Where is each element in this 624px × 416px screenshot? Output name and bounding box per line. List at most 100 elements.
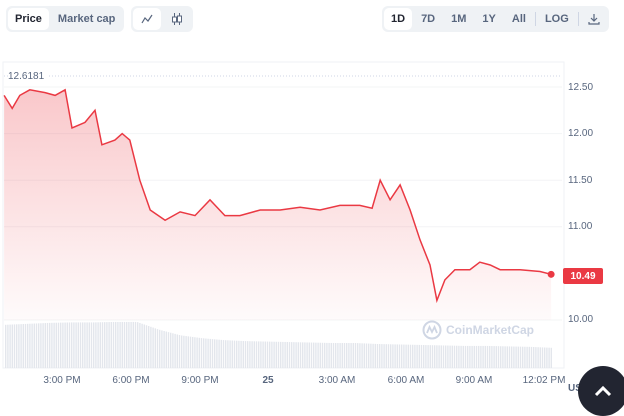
volume-bar bbox=[308, 342, 310, 368]
volume-bar bbox=[515, 346, 517, 368]
volume-bar bbox=[469, 345, 471, 368]
volume-bar bbox=[423, 345, 425, 368]
volume-bar bbox=[159, 329, 161, 368]
volume-bar bbox=[251, 341, 253, 368]
volume-bar bbox=[156, 329, 159, 368]
volume-bar bbox=[203, 338, 205, 368]
volume-bar bbox=[337, 343, 339, 368]
volume-bar bbox=[31, 323, 33, 368]
volume-bar bbox=[145, 325, 148, 368]
volume-bar bbox=[491, 346, 493, 368]
volume-bar bbox=[205, 338, 207, 368]
volume-bar bbox=[101, 322, 104, 368]
volume-bar bbox=[376, 343, 379, 368]
volume-bar bbox=[66, 322, 68, 368]
volume-bar bbox=[176, 334, 178, 368]
volume-bar bbox=[86, 322, 88, 368]
volume-bar bbox=[508, 346, 511, 368]
range-7d[interactable]: 7D bbox=[421, 13, 436, 25]
volume-bar bbox=[99, 322, 101, 368]
volume-bar bbox=[368, 343, 370, 368]
range-1y[interactable]: 1Y bbox=[482, 13, 496, 25]
y-tick: 11.00 bbox=[568, 221, 593, 232]
log-toggle[interactable]: LOG bbox=[544, 13, 569, 25]
volume-bar bbox=[442, 345, 445, 368]
volume-bar bbox=[493, 346, 495, 368]
watermark-text: CoinMarketCap bbox=[446, 323, 535, 337]
volume-bar bbox=[462, 345, 464, 368]
volume-bar bbox=[128, 321, 130, 368]
volume-bar bbox=[260, 341, 262, 368]
volume-bar bbox=[295, 342, 297, 368]
volume-bar bbox=[425, 345, 427, 368]
volume-bar bbox=[280, 341, 282, 368]
volume-bar bbox=[229, 340, 231, 368]
volume-bar bbox=[546, 347, 548, 368]
volume-bar bbox=[143, 324, 145, 368]
volume-bar bbox=[27, 323, 29, 368]
x-tick: 9:00 AM bbox=[455, 375, 493, 386]
volume-bar bbox=[97, 322, 99, 368]
volume-bar bbox=[192, 336, 194, 368]
volume-bar bbox=[420, 344, 423, 368]
volume-bar bbox=[394, 344, 396, 368]
volume-bar bbox=[275, 341, 277, 368]
volume-bar bbox=[121, 321, 123, 368]
volume-bar bbox=[365, 343, 368, 368]
volume-bar bbox=[299, 342, 302, 368]
download-icon[interactable] bbox=[581, 8, 607, 30]
range-1d[interactable]: 1D bbox=[384, 8, 413, 30]
volume-bar bbox=[35, 323, 38, 368]
volume-bar bbox=[317, 342, 319, 368]
x-tick: 12:02 PM bbox=[522, 375, 566, 386]
volume-bar bbox=[359, 343, 361, 368]
chevron-up-icon bbox=[594, 385, 612, 397]
volume-bar bbox=[405, 344, 407, 368]
volume-bar bbox=[214, 339, 216, 368]
candlestick-icon[interactable] bbox=[163, 8, 191, 30]
volume-bar bbox=[453, 345, 456, 368]
volume-bar bbox=[464, 345, 467, 368]
volume-bar bbox=[258, 341, 260, 368]
volume-bar bbox=[484, 345, 486, 368]
volume-bar bbox=[315, 342, 317, 368]
volume-bar bbox=[495, 346, 497, 368]
volume-bar bbox=[117, 321, 119, 368]
volume-bar bbox=[51, 322, 53, 368]
volume-bar bbox=[13, 324, 16, 368]
x-tick: 25 bbox=[262, 375, 274, 386]
volume-bar bbox=[480, 345, 482, 368]
volume-bar bbox=[374, 343, 376, 368]
volume-bar bbox=[401, 344, 403, 368]
tab-price[interactable]: Price bbox=[8, 8, 49, 30]
volume-bar bbox=[55, 322, 57, 368]
volume-bar bbox=[550, 347, 552, 368]
tab-market-cap[interactable]: Market cap bbox=[57, 13, 116, 25]
volume-bar bbox=[262, 341, 264, 368]
line-chart-icon[interactable] bbox=[133, 8, 161, 30]
volume-bar bbox=[44, 323, 46, 368]
volume-bar bbox=[108, 322, 110, 368]
volume-bar bbox=[475, 345, 478, 368]
volume-bar bbox=[489, 345, 491, 368]
volume-bar bbox=[445, 345, 447, 368]
range-1m[interactable]: 1M bbox=[451, 13, 467, 25]
volume-bar bbox=[524, 346, 526, 368]
y-tick: 11.50 bbox=[568, 175, 593, 186]
volume-bar bbox=[209, 338, 211, 368]
volume-bar bbox=[220, 339, 222, 368]
volume-bar bbox=[16, 324, 18, 368]
volume-bar bbox=[60, 322, 62, 368]
range-all[interactable]: All bbox=[511, 13, 526, 25]
chart-type-toggle bbox=[131, 6, 193, 32]
last-price-dot bbox=[547, 270, 555, 278]
volume-bar bbox=[68, 322, 71, 368]
volume-bar bbox=[53, 322, 55, 368]
watermark: CoinMarketCap bbox=[422, 320, 534, 340]
divider bbox=[577, 12, 579, 26]
scroll-to-top-button[interactable] bbox=[578, 366, 624, 416]
volume-bar bbox=[18, 324, 20, 368]
volume-bar bbox=[319, 342, 321, 368]
volume-bar bbox=[460, 345, 462, 368]
